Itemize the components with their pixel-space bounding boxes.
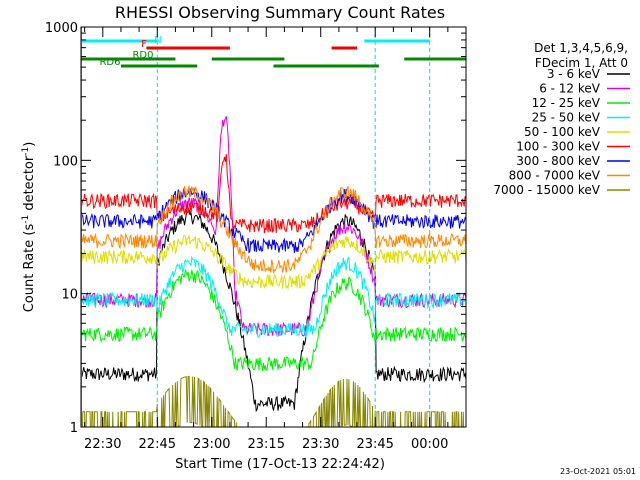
series-line bbox=[81, 255, 466, 339]
chart-title: RHESSI Observing Summary Count Rates bbox=[115, 3, 445, 22]
flag-bar-label: N bbox=[154, 35, 161, 46]
y-axis-label: Count Rate (s-1 detector-1) bbox=[21, 142, 37, 313]
legend-header: Det 1,3,4,5,6,9, bbox=[534, 41, 628, 55]
x-tick-label: 00:00 bbox=[411, 437, 448, 452]
flag-bar-label: F bbox=[141, 39, 147, 50]
x-tick-label: 23:15 bbox=[248, 437, 285, 452]
y-axis-ticks: 1 10 100 1000 bbox=[45, 21, 466, 436]
x-tick-label: 23:00 bbox=[193, 437, 230, 452]
x-tick-label: 23:45 bbox=[356, 437, 393, 452]
x-tick-label: 23:30 bbox=[302, 437, 339, 452]
legend-entry: 800 - 7000 keV bbox=[509, 169, 601, 183]
legend-entry: 3 - 6 keV bbox=[547, 67, 601, 81]
y-tick-label: 1000 bbox=[45, 21, 78, 36]
legend-entry: 300 - 800 keV bbox=[516, 154, 600, 168]
series-layer bbox=[81, 116, 466, 427]
series-line bbox=[81, 209, 466, 413]
timestamp: 23-Oct-2021 05:01 bbox=[560, 467, 636, 476]
series-line bbox=[81, 153, 466, 234]
legend-entry: 12 - 25 keV bbox=[532, 96, 601, 110]
legend-entry: 6 - 12 keV bbox=[539, 82, 601, 96]
x-axis-label: Start Time (17-Oct-13 22:24:42) bbox=[175, 457, 385, 472]
series-line bbox=[82, 375, 465, 427]
x-axis-ticks: 22:30 22:45 23:00 23:15 23:30 23:45 00:00 bbox=[84, 27, 467, 452]
x-tick-label: 22:30 bbox=[84, 437, 121, 452]
plot-frame bbox=[80, 26, 467, 428]
legend-entry: 25 - 50 keV bbox=[532, 111, 601, 125]
flag-bar-label: RD0 bbox=[132, 50, 153, 61]
y-tick-label: 100 bbox=[53, 154, 78, 169]
y-tick-label: 10 bbox=[61, 288, 78, 303]
legend: Det 1,3,4,5,6,9,FDecim 1, Att 03 - 6 keV… bbox=[493, 41, 630, 197]
series-line bbox=[81, 185, 466, 274]
legend-entry: 50 - 100 keV bbox=[524, 125, 601, 139]
y-tick-label: 1 bbox=[70, 421, 78, 436]
legend-entry: 7000 - 15000 keV bbox=[493, 183, 600, 197]
x-tick-label: 22:45 bbox=[139, 437, 176, 452]
legend-header: FDecim 1, Att 0 bbox=[535, 56, 628, 70]
series-line bbox=[81, 187, 466, 254]
series-line bbox=[81, 269, 466, 372]
legend-entry: 100 - 300 keV bbox=[516, 140, 600, 154]
series-line bbox=[81, 234, 466, 290]
flag-bar-label: RD6 bbox=[99, 57, 120, 68]
